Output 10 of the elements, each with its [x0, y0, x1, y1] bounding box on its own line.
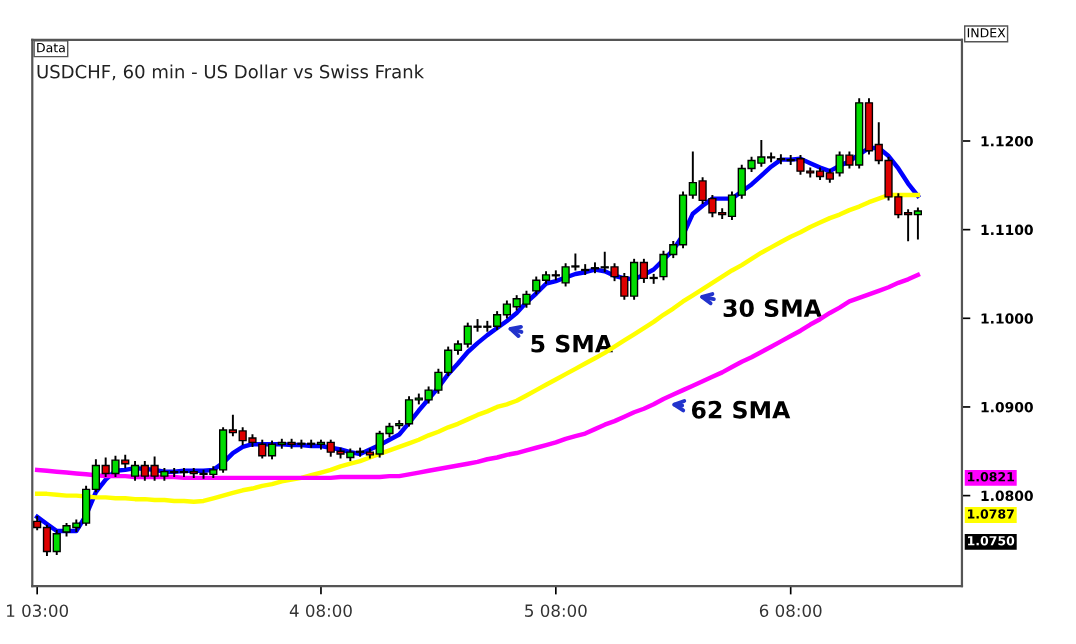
x-tick-label: 1 03:00: [7, 604, 69, 617]
annotation: 5 SMA: [531, 334, 613, 353]
line-series: [34, 192, 921, 505]
x-tick-label: 5 08:00: [525, 604, 587, 617]
annotation: 62 SMA: [691, 400, 791, 419]
annotation: 30 SMA: [723, 299, 822, 318]
line-series: [34, 145, 921, 534]
x-tick-label: 6 08:00: [759, 604, 822, 617]
x-tick-label: 4 08:00: [289, 604, 352, 617]
text: USDCHF, 60 min - US Dollar vs Swiss Frank: [37, 64, 425, 81]
